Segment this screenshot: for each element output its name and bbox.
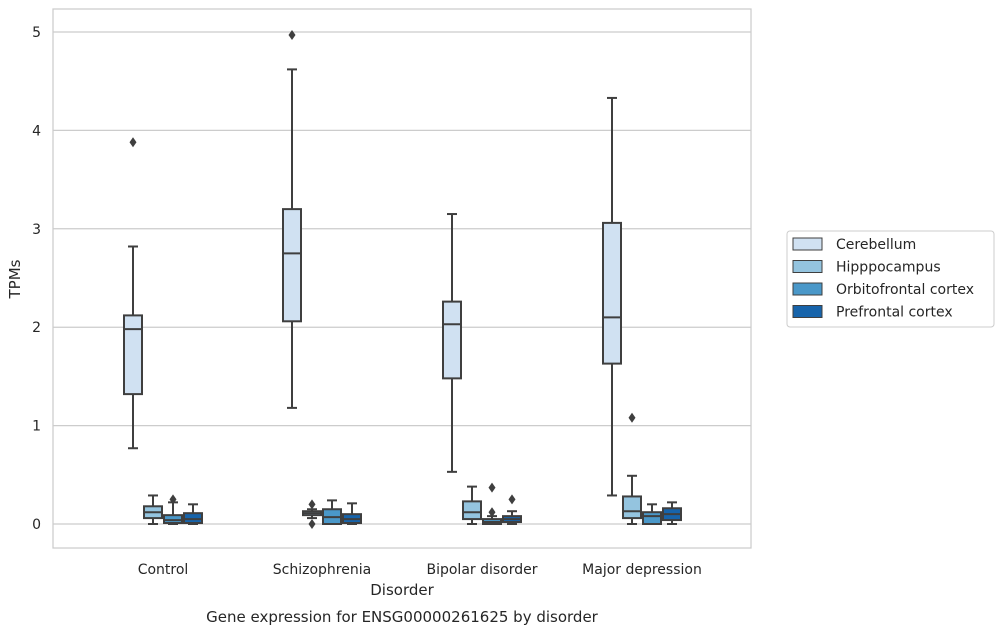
outlier-point	[308, 519, 316, 529]
x-tick-labels: Control Schizophrenia Bipolar disorder Majo…	[138, 562, 702, 578]
legend-label: Hipppocampus	[836, 260, 941, 276]
y-tick-label: 4	[32, 123, 41, 139]
outlier-point	[628, 412, 636, 423]
box-body	[622, 495, 642, 520]
box-body	[282, 208, 302, 323]
legend-items: Cerebellum Hipppocampus Orbitofrontal cort…	[792, 237, 974, 321]
box-body	[642, 511, 662, 526]
x-tick-label: Control	[138, 562, 189, 578]
box-hipppocampus	[143, 494, 163, 525]
outlier-point	[508, 494, 516, 505]
box-prefrontal-cortex	[662, 501, 682, 525]
outlier-point	[169, 494, 177, 505]
legend-swatch	[792, 282, 823, 296]
outlier-point	[129, 137, 137, 148]
outlier-point	[488, 482, 496, 493]
y-tick-labels: 0 1 2 3 4 5	[32, 25, 41, 533]
box-hipppocampus	[622, 412, 642, 525]
legend: Cerebellum Hipppocampus Orbitofrontal cort…	[786, 230, 995, 328]
box-hipppocampus	[462, 485, 482, 525]
box-cerebellum	[602, 96, 622, 497]
box-prefrontal-cortex	[502, 494, 522, 525]
y-tick-label: 2	[32, 320, 41, 336]
legend-swatch	[792, 305, 823, 318]
x-tick-label: Bipolar disorder	[426, 562, 537, 578]
y-tick-label: 3	[32, 222, 41, 238]
box-hipppocampus	[302, 499, 322, 529]
x-tick-label: Schizophrenia	[273, 562, 371, 578]
box-orbitofrontal-cortex	[642, 503, 662, 526]
x-axis-label: Disorder	[370, 581, 434, 599]
box-cerebellum	[442, 213, 462, 473]
legend-frame	[786, 230, 995, 328]
box-prefrontal-cortex	[342, 502, 362, 525]
box-body	[462, 500, 482, 521]
legend-label: Orbitofrontal cortex	[836, 282, 974, 298]
box-body	[602, 221, 622, 365]
box-cerebellum	[282, 29, 302, 409]
box-orbitofrontal-cortex	[322, 499, 342, 525]
box-prefrontal-cortex	[183, 503, 203, 525]
box-orbitofrontal-cortex	[163, 494, 183, 525]
box-body	[123, 314, 143, 396]
legend-label: Prefrontal cortex	[836, 305, 953, 321]
plot-area-frame	[52, 8, 752, 549]
outlier-point	[308, 499, 316, 510]
outlier-point	[488, 507, 496, 518]
legend-swatch	[792, 237, 823, 251]
box-cerebellum	[123, 137, 143, 450]
box-orbitofrontal-cortex	[482, 482, 502, 526]
y-axis-label: TPMs	[6, 259, 24, 299]
y-tick-label: 1	[32, 419, 41, 435]
legend-swatch	[792, 260, 823, 273]
y-tick-label: 0	[32, 517, 41, 533]
outlier-point	[288, 29, 296, 40]
x-tick-label: Major depression	[582, 562, 702, 578]
y-tick-label: 5	[32, 25, 41, 41]
legend-label: Cerebellum	[836, 237, 916, 253]
box-body	[442, 300, 462, 380]
boxes	[123, 29, 682, 529]
chart-title: Gene expression for ENSG00000261625 by d…	[206, 608, 599, 626]
grid-lines	[53, 31, 751, 525]
